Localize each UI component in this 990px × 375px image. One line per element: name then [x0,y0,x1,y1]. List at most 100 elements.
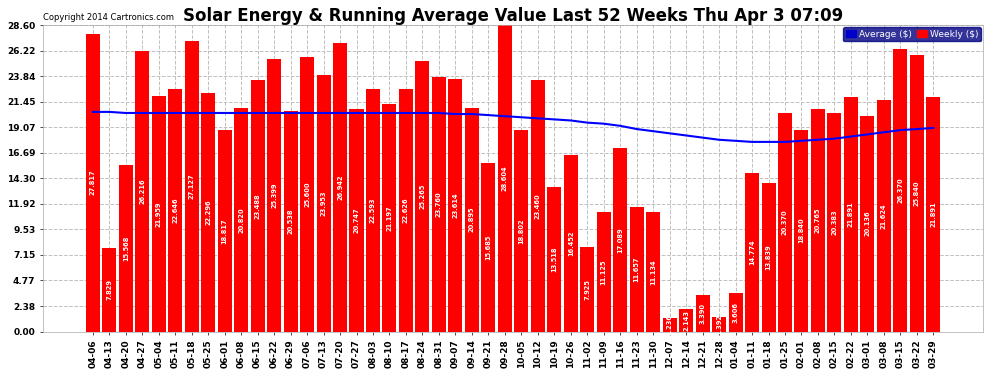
Bar [515,130,529,332]
Text: 25.840: 25.840 [914,180,920,206]
Bar [811,109,825,332]
Text: 14.774: 14.774 [749,240,755,265]
Bar [119,165,133,332]
Text: 22.646: 22.646 [172,197,178,223]
Bar [646,212,660,332]
Text: 1.392: 1.392 [716,314,722,334]
Text: 20.538: 20.538 [287,209,294,234]
Bar [432,77,446,332]
Text: 23.460: 23.460 [535,193,541,219]
Bar [333,43,347,332]
Text: 27.817: 27.817 [90,170,96,195]
Text: 20.383: 20.383 [832,210,838,235]
Text: 23.488: 23.488 [254,193,260,219]
Text: 22.296: 22.296 [205,199,211,225]
Bar [712,316,726,332]
Bar [300,57,314,332]
Bar [218,130,232,332]
Bar [349,109,363,332]
Bar [547,187,561,332]
Bar [317,75,331,332]
Bar [448,78,462,332]
Bar [630,207,644,332]
Bar [679,309,693,332]
Bar [843,97,858,332]
Bar [185,41,199,332]
Bar [86,33,100,332]
Text: 15.568: 15.568 [123,236,129,261]
Bar [597,212,611,332]
Bar [481,164,495,332]
Text: 18.817: 18.817 [222,218,228,243]
Text: 11.134: 11.134 [650,259,656,285]
Text: 7.925: 7.925 [584,279,590,300]
Bar [382,104,396,332]
Text: 25.399: 25.399 [271,183,277,208]
Text: 3.390: 3.390 [700,303,706,324]
Text: 13.518: 13.518 [551,246,557,272]
Text: 21.891: 21.891 [847,201,854,227]
Bar [267,59,281,332]
Text: 26.370: 26.370 [897,177,903,203]
Bar [465,108,479,332]
Bar [416,61,430,332]
Text: 18.840: 18.840 [799,218,805,243]
Text: 23.760: 23.760 [436,192,442,217]
Text: 20.136: 20.136 [864,211,870,237]
Text: 15.685: 15.685 [485,235,491,260]
Text: 20.765: 20.765 [815,207,821,233]
Bar [168,89,182,332]
Bar [613,148,628,332]
Bar [828,113,842,332]
Bar [729,293,742,332]
Text: 21.624: 21.624 [881,203,887,228]
Bar [151,96,165,332]
Bar [531,80,544,332]
Bar [399,89,413,332]
Text: 27.127: 27.127 [189,173,195,199]
Bar [795,130,809,332]
Title: Solar Energy & Running Average Value Last 52 Weeks Thu Apr 3 07:09: Solar Energy & Running Average Value Las… [183,7,843,25]
Bar [563,155,578,332]
Text: 11.657: 11.657 [634,256,640,282]
Text: 20.370: 20.370 [782,210,788,235]
Bar [927,97,940,332]
Bar [283,111,298,332]
Text: 25.600: 25.600 [304,182,310,207]
Text: 26.216: 26.216 [140,178,146,204]
Text: 26.942: 26.942 [337,174,343,200]
Text: 18.802: 18.802 [519,218,525,244]
Bar [696,295,710,332]
Text: 2.143: 2.143 [683,309,689,330]
Text: 13.839: 13.839 [765,244,771,270]
Bar [136,51,149,332]
Text: 25.265: 25.265 [420,183,426,209]
Bar [860,116,874,332]
Bar [778,113,792,332]
Text: 16.452: 16.452 [567,231,574,256]
Text: 7.829: 7.829 [106,279,112,300]
Text: 3.606: 3.606 [733,302,739,323]
Bar [745,173,759,332]
Text: 21.891: 21.891 [931,201,937,227]
Text: 20.895: 20.895 [469,207,475,232]
Text: 23.614: 23.614 [452,192,458,218]
Bar [250,80,264,332]
Bar [877,100,891,332]
Text: 21.197: 21.197 [386,205,392,231]
Text: 17.089: 17.089 [617,227,623,253]
Bar [234,108,248,332]
Bar [201,93,215,332]
Text: 23.953: 23.953 [321,190,327,216]
Legend: Average ($), Weekly ($): Average ($), Weekly ($) [842,27,981,41]
Bar [761,183,775,332]
Text: 11.125: 11.125 [601,259,607,285]
Bar [366,90,380,332]
Text: 1.236: 1.236 [666,314,672,335]
Bar [893,49,908,332]
Text: 21.959: 21.959 [155,201,161,226]
Bar [662,318,676,332]
Text: 20.747: 20.747 [353,208,359,233]
Bar [580,247,594,332]
Text: 22.626: 22.626 [403,198,409,223]
